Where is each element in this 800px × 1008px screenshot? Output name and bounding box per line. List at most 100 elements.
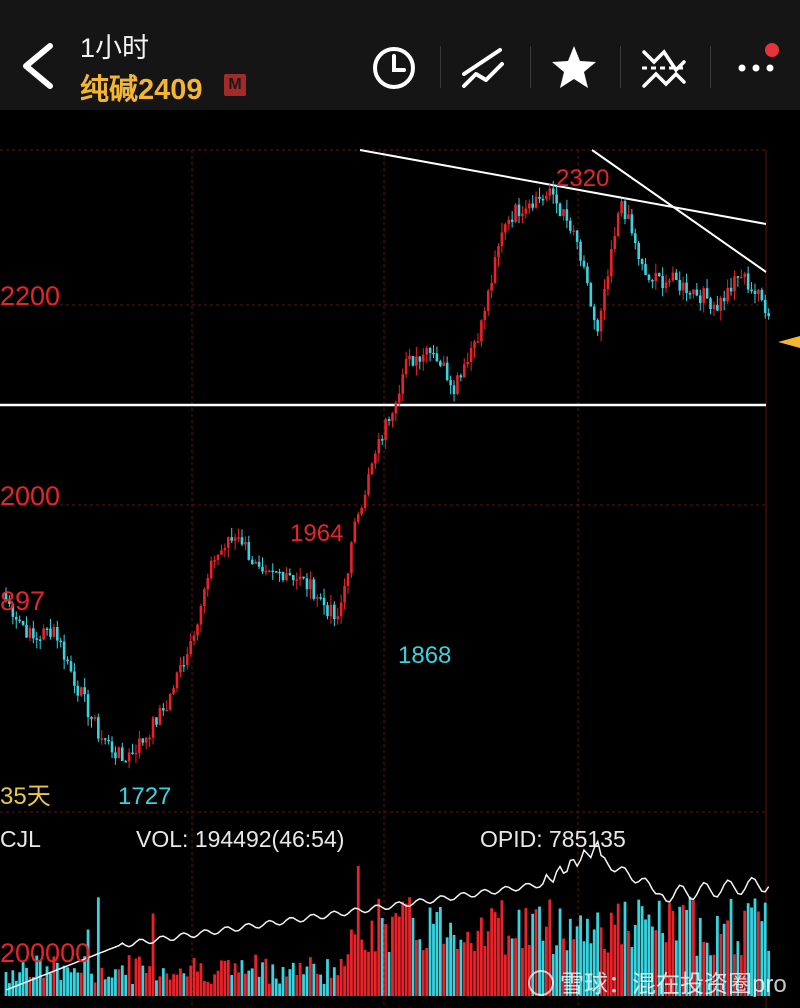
volume-bar (664, 942, 668, 996)
volume-bar (370, 920, 374, 996)
volume-bar (315, 973, 319, 996)
indicator-icon[interactable] (636, 40, 692, 96)
volume-bar (137, 956, 141, 996)
candle-up (100, 738, 104, 740)
candle-down (83, 687, 86, 695)
volume-bar (45, 966, 49, 996)
volume-bar (261, 962, 264, 996)
volume-bar (257, 976, 261, 996)
volume-bar (230, 974, 234, 996)
candle-down (767, 313, 770, 317)
volume-bar (760, 921, 764, 996)
volume-bar (114, 969, 117, 996)
separator (440, 46, 441, 88)
candle-up (165, 709, 169, 712)
candle-down (722, 297, 726, 302)
candle-up (401, 374, 405, 394)
volume-bar (288, 969, 292, 996)
candle-down (21, 621, 25, 625)
volume-bars (4, 866, 771, 996)
volume-bar (373, 951, 377, 996)
volume-bar (469, 942, 473, 996)
volume-bar (514, 938, 517, 996)
volume-bar (483, 945, 487, 996)
candle-down (247, 542, 251, 560)
volume-bar (685, 909, 688, 996)
volume-bar (79, 972, 83, 996)
volume-bar (572, 939, 576, 996)
more-icon[interactable] (728, 40, 784, 96)
volume-bar (647, 914, 651, 996)
candle-down (14, 616, 18, 620)
candle-down (312, 579, 316, 599)
candle-down (411, 355, 415, 366)
candles (4, 181, 770, 769)
volume-bar (603, 948, 606, 996)
volume-bar (503, 954, 507, 996)
candle-up (315, 597, 319, 599)
volume-bar (298, 962, 302, 996)
volume-bar (586, 918, 589, 996)
volume-bar (312, 963, 316, 996)
candle-down (86, 694, 90, 718)
xueqiu-logo-icon (528, 970, 554, 996)
volume-bar (209, 983, 213, 996)
candle-down (182, 665, 186, 667)
separator (530, 46, 531, 88)
volume-bar (35, 955, 39, 996)
candle-up (329, 604, 333, 617)
clock-icon[interactable] (366, 40, 422, 96)
draw-lines-icon[interactable] (456, 40, 512, 96)
kline-chart[interactable]: 2200 2000 897 2320 1964 1868 1727 200000 (0, 110, 800, 1008)
candle-down (695, 289, 699, 296)
candle-up (367, 474, 370, 495)
volume-bar (103, 979, 107, 996)
candle-up (534, 196, 538, 208)
volume-bar (705, 942, 709, 996)
candle-down (59, 640, 63, 643)
volume-bar (339, 958, 343, 996)
back-icon[interactable] (14, 36, 62, 96)
volume-bar (456, 948, 459, 996)
volume-bar (202, 980, 206, 996)
candle-down (510, 219, 514, 222)
candle-up (497, 246, 500, 258)
candle-down (271, 570, 275, 573)
period-label[interactable]: 1小时 (80, 33, 150, 63)
volume-bar (322, 983, 326, 996)
candle-up (353, 521, 357, 543)
candle-down (107, 739, 110, 742)
candle-up (743, 273, 747, 277)
candle-down (565, 209, 569, 221)
candle-down (380, 439, 384, 441)
volume-bar (582, 941, 586, 996)
volume-bar (192, 958, 196, 996)
candle-up (627, 214, 630, 220)
candle-down (97, 717, 100, 739)
symbol-label[interactable]: 纯碱2409 (80, 74, 203, 106)
volume-bar (743, 910, 747, 996)
candle-up (233, 537, 237, 541)
candle-down (250, 559, 254, 564)
volume-bar (66, 967, 69, 996)
candle-up (309, 579, 312, 590)
candle-down (288, 573, 292, 576)
indicator-name[interactable]: CJL (0, 826, 41, 852)
candle-down (257, 561, 261, 567)
watermark-text: 雪球：混在投资圈pro (560, 971, 787, 998)
volume-bar (274, 978, 278, 996)
candle-down (633, 233, 637, 243)
candle-down (685, 282, 688, 294)
volume-bar (233, 963, 237, 996)
volume-bar (69, 972, 73, 996)
candle-down (141, 738, 145, 743)
volume-bar (616, 903, 620, 996)
volume-bar (432, 923, 435, 996)
candle-up (620, 201, 623, 214)
candle-down (586, 266, 589, 284)
candle-down (120, 747, 124, 761)
candle-down (322, 597, 326, 606)
candle-down (517, 204, 521, 217)
candle-down (760, 289, 764, 301)
star-icon[interactable] (546, 40, 602, 96)
